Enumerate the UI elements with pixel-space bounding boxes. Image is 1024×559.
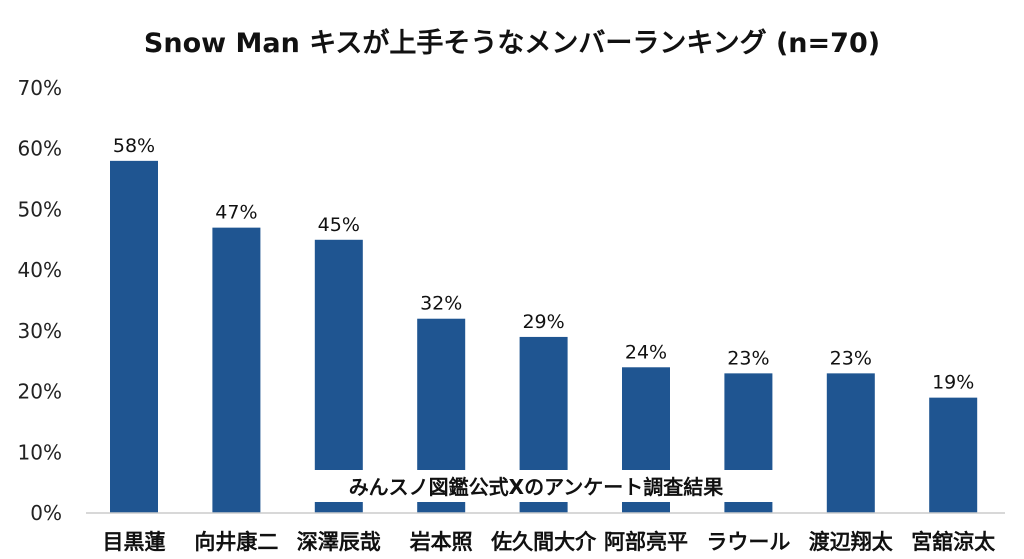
data-label: 47% [215,202,257,224]
data-label: 29% [522,311,564,333]
data-label: 58% [113,135,155,157]
y-tick-label: 40% [18,258,62,282]
y-tick-label: 30% [18,319,62,343]
x-tick-label: 佐久間大介 [490,530,597,554]
x-tick-label: 渡辺翔太 [809,530,894,554]
data-label: 23% [727,347,769,369]
bar [212,227,261,513]
y-tick-label: 70% [18,76,62,100]
x-tick-label: 阿部亮平 [604,530,688,554]
bar [826,373,875,513]
y-tick-label: 20% [18,380,62,404]
chart-title: Snow Man キスが上手そうなメンバーランキング (n=70) [144,27,880,59]
x-tick-label: 宮舘涼太 [911,530,996,554]
bar [110,160,158,513]
data-label: 19% [932,372,974,394]
x-tick-label: 岩本照 [409,530,473,554]
x-tick-label: ラウール [706,530,790,554]
bar [314,239,363,514]
y-tick-label: 60% [18,137,62,161]
y-tick-label: 0% [30,501,62,525]
bar [929,397,978,513]
data-label: 45% [318,214,360,236]
data-label: 24% [625,341,667,363]
x-tick-label: 深澤辰哉 [297,530,381,554]
y-tick-label: 50% [18,197,62,221]
annotation-background [290,470,782,502]
data-label: 32% [420,293,462,315]
chart-annotation: みんスノ図鑑公式Xのアンケート調査結果 [349,475,724,499]
y-tick-label: 10% [18,440,62,464]
x-tick-label: 目黒蓮 [103,530,166,554]
data-label: 23% [830,347,872,369]
x-tick-label: 向井康二 [194,530,278,554]
